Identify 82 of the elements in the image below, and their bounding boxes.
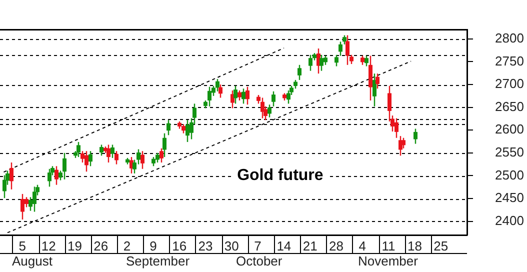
candlestick — [182, 124, 186, 134]
x-tick-label: 16 — [172, 238, 187, 254]
candlestick — [54, 166, 58, 186]
candlestick — [48, 168, 52, 188]
x-tick-label: 19 — [67, 238, 82, 254]
candlestick — [402, 137, 406, 149]
candlestick — [246, 86, 250, 106]
x-tick-label: 18 — [407, 238, 422, 254]
candlestick — [338, 41, 342, 56]
candlestick — [160, 148, 164, 164]
y-tick-label: 2650 — [495, 98, 524, 114]
candlestick — [320, 54, 324, 72]
candlestick — [110, 144, 114, 159]
candlestick — [140, 150, 144, 170]
y-tick-label: 2600 — [495, 122, 524, 137]
candlestick — [84, 150, 88, 172]
x-tick-label: 30 — [224, 238, 239, 254]
x-tick-label: 21 — [302, 238, 318, 254]
candlestick — [394, 118, 398, 138]
y-tick-label: 2800 — [495, 30, 524, 46]
candlestick — [152, 156, 156, 167]
candlestick — [186, 119, 190, 143]
candlestick — [308, 54, 312, 72]
x-tick-label: 12 — [41, 238, 56, 254]
x-tick-label: 7 — [254, 238, 262, 254]
candlestick — [218, 84, 222, 98]
y-tick-label: 2700 — [495, 76, 524, 92]
candlestick — [162, 132, 166, 158]
candlestick — [388, 85, 392, 122]
candlestick — [10, 162, 14, 190]
candlestick — [156, 152, 160, 164]
candlestick — [268, 104, 272, 118]
text: November — [358, 254, 419, 269]
text: October — [236, 254, 283, 269]
candlestick — [346, 34, 350, 66]
x-tick-label: 5 — [18, 238, 26, 254]
candlestick — [100, 144, 104, 156]
text: August — [12, 254, 53, 269]
candlestick — [216, 78, 220, 92]
x-tick-label: 2 — [123, 238, 131, 254]
x-tick-label: 11 — [382, 238, 396, 254]
candlestick — [62, 152, 66, 180]
candlestick — [368, 55, 372, 102]
candlestick — [342, 34, 346, 45]
annotation: Gold future — [237, 166, 324, 184]
candlestick — [242, 88, 246, 104]
candlestick — [2, 174, 6, 199]
candlestick — [208, 86, 212, 108]
candlestick — [360, 55, 364, 66]
candlestick — [166, 119, 170, 136]
candlestick — [238, 90, 242, 102]
x-tick-label: 4 — [358, 238, 366, 254]
candlestick — [334, 54, 338, 67]
text: September — [126, 254, 190, 269]
candlestick — [272, 90, 276, 108]
y-tick-label: 2450 — [495, 190, 524, 206]
candlestick — [106, 144, 110, 164]
candlestick — [32, 186, 36, 212]
candlestick — [376, 72, 380, 90]
candlestick — [364, 55, 368, 67]
candlestick — [372, 72, 376, 108]
candlestick — [24, 196, 28, 208]
x-tick-label: 14 — [276, 238, 292, 254]
x-tick-label: 23 — [198, 238, 213, 254]
candlestick — [114, 150, 118, 165]
candlestick — [286, 90, 290, 104]
candlestick — [260, 97, 264, 119]
y-tick-label: 2550 — [495, 144, 524, 160]
y-tick-label: 2750 — [495, 53, 524, 68]
y-tick-label: 2400 — [495, 212, 524, 228]
candlestick — [414, 128, 418, 144]
x-tick-label: 25 — [434, 238, 448, 254]
x-tick-label: 28 — [329, 238, 344, 254]
candlestick — [76, 141, 80, 158]
candlestick — [20, 193, 24, 220]
y-tick-label: 2500 — [495, 167, 524, 182]
candlestick — [298, 64, 302, 81]
x-tick-label: 26 — [94, 238, 108, 254]
candlestick — [234, 85, 238, 104]
candlestick — [230, 90, 234, 109]
x-tick-label: 9 — [150, 238, 157, 254]
candlestick — [88, 150, 92, 167]
